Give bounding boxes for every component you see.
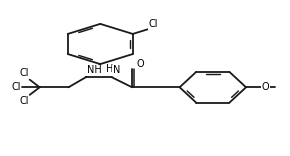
Text: Cl: Cl (19, 68, 29, 78)
Text: Cl: Cl (11, 82, 21, 92)
Text: O: O (136, 59, 144, 69)
Text: O: O (262, 82, 269, 92)
Text: Cl: Cl (149, 19, 158, 29)
Text: NH: NH (87, 65, 102, 75)
Text: N: N (113, 65, 120, 75)
Text: H: H (106, 64, 114, 74)
Text: Cl: Cl (19, 96, 29, 106)
